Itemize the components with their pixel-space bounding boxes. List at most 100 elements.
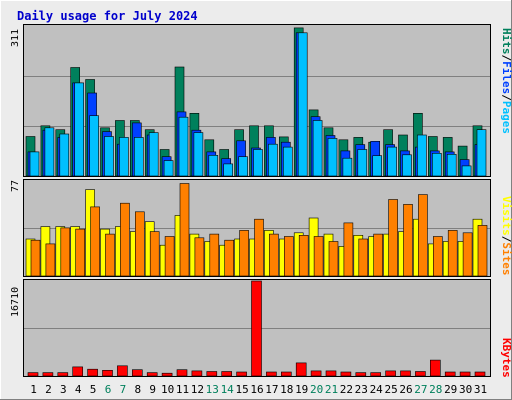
bar-sites-day-29	[447, 230, 458, 277]
legend-middle: Visits/Sites	[500, 196, 512, 276]
x-tick-label-22: 22	[340, 383, 353, 396]
bar-pages-day-17	[268, 143, 278, 177]
bar-pages-day-24	[372, 155, 383, 177]
x-tick-label-4: 4	[75, 383, 82, 396]
bar-kbytes-day-1	[27, 372, 39, 377]
x-tick-label-5: 5	[90, 383, 97, 396]
bar-sites-day-24	[373, 233, 384, 277]
bar-sites-day-21	[328, 241, 339, 277]
legend-pages: Pages	[500, 101, 512, 134]
bar-sites-day-19	[298, 235, 309, 277]
bar-kbytes-day-16	[251, 280, 262, 377]
x-tick-label-19: 19	[295, 383, 308, 396]
legend-top: Hits/Files/Pages	[500, 28, 512, 134]
bar-kbytes-day-21	[325, 370, 337, 377]
bar-sites-day-9	[149, 231, 160, 277]
bar-sites-day-20	[313, 236, 324, 277]
bar-sites-day-12	[194, 237, 205, 277]
legend-files: Files	[500, 61, 512, 94]
bar-kbytes-day-3	[57, 372, 69, 377]
legend-hits: Hits	[500, 28, 512, 55]
bar-pages-day-30	[461, 165, 472, 177]
bar-pages-day-25	[387, 146, 397, 177]
bar-kbytes-day-27	[415, 371, 426, 377]
legend-visits: Visits	[500, 196, 512, 236]
x-tick-label-18: 18	[280, 383, 293, 396]
x-tick-label-30: 30	[459, 383, 472, 396]
ymax-label-middle: 77	[10, 180, 21, 192]
bar-sites-day-28	[432, 236, 443, 277]
bar-pages-day-20	[312, 120, 323, 177]
x-tick-label-14: 14	[221, 383, 235, 396]
bar-kbytes-day-17	[266, 371, 277, 377]
bar-pages-day-26	[402, 154, 412, 177]
x-tick-label-26: 26	[399, 383, 412, 396]
bar-kbytes-day-25	[385, 370, 396, 377]
bar-pages-day-5	[89, 115, 99, 177]
x-tick-label-12: 12	[191, 383, 204, 396]
legend-kbytes: KBytes	[500, 338, 512, 378]
bar-kbytes-day-30	[459, 371, 471, 377]
bar-kbytes-day-9	[146, 372, 158, 377]
bar-sites-day-15	[239, 230, 249, 277]
x-tick-label-8: 8	[134, 383, 141, 396]
ymax-label-top: 311	[10, 29, 21, 47]
bar-pages-day-4	[74, 82, 84, 177]
bar-pages-day-23	[357, 149, 368, 177]
bar-kbytes-day-19	[295, 362, 307, 377]
x-tick-label-27: 27	[414, 383, 427, 396]
bar-kbytes-day-28	[429, 359, 441, 377]
bar-pages-day-9	[148, 132, 159, 177]
bar-pages-day-31	[476, 129, 487, 177]
x-tick-label-23: 23	[355, 383, 368, 396]
bar-pages-day-13	[208, 155, 219, 177]
bar-sites-day-10	[164, 236, 175, 277]
bar-sites-day-22	[343, 222, 354, 277]
bar-pages-day-11	[178, 116, 189, 177]
x-tick-label-1: 1	[30, 383, 37, 396]
bar-sites-day-27	[418, 194, 428, 277]
x-tick-label-11: 11	[176, 383, 189, 396]
bar-kbytes-day-8	[132, 369, 143, 377]
bar-sites-day-11	[179, 183, 190, 277]
bar-sites-day-31	[477, 225, 488, 277]
bar-pages-day-28	[431, 153, 442, 177]
bar-sites-day-30	[462, 232, 473, 277]
bar-kbytes-day-26	[400, 370, 411, 377]
x-tick-label-3: 3	[60, 383, 67, 396]
bar-kbytes-day-18	[280, 371, 292, 377]
bar-kbytes-day-14	[221, 371, 232, 377]
bar-sites-day-5	[90, 206, 100, 277]
bar-pages-day-21	[327, 138, 338, 177]
ymax-label-bottom: 16710	[10, 287, 21, 317]
bar-pages-day-29	[446, 154, 457, 177]
bar-pages-day-19	[297, 32, 308, 177]
x-tick-label-15: 15	[235, 383, 248, 396]
bar-sites-day-6	[105, 233, 115, 277]
x-tick-label-7: 7	[120, 383, 127, 396]
x-tick-label-28: 28	[429, 383, 442, 396]
bar-sites-day-1	[30, 239, 41, 277]
bar-kbytes-day-4	[72, 366, 83, 377]
bar-pages-day-22	[342, 157, 353, 177]
bar-pages-day-7	[119, 137, 129, 177]
bar-pages-day-27	[417, 134, 427, 177]
bar-pages-day-18	[282, 146, 293, 177]
bar-sites-day-13	[209, 233, 220, 277]
bar-kbytes-day-11	[176, 369, 188, 377]
bar-pages-day-15	[238, 156, 248, 177]
bar-kbytes-day-29	[444, 371, 456, 377]
bar-kbytes-day-5	[87, 368, 98, 377]
x-tick-label-16: 16	[250, 383, 263, 396]
x-tick-label-2: 2	[45, 383, 52, 396]
x-tick-label-24: 24	[370, 383, 384, 396]
bar-sites-day-16	[254, 218, 264, 277]
x-tick-label-20: 20	[310, 383, 323, 396]
bar-kbytes-day-20	[310, 370, 322, 377]
bar-sites-day-7	[120, 202, 130, 277]
bar-kbytes-day-7	[117, 365, 128, 377]
bar-kbytes-day-22	[340, 371, 352, 377]
bar-kbytes-day-15	[236, 371, 247, 377]
x-tick-label-31: 31	[474, 383, 487, 396]
